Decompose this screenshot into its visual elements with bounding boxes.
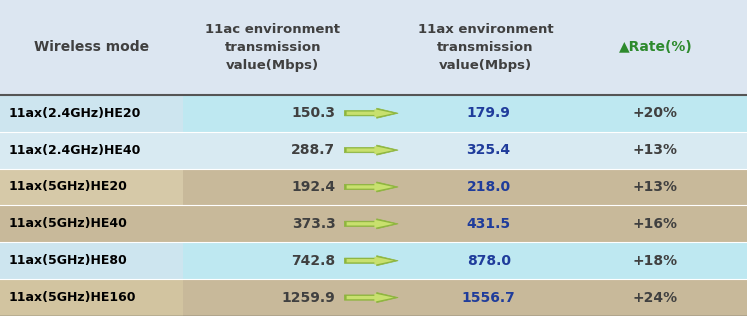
Text: 11ax(5GHz)HE20: 11ax(5GHz)HE20 xyxy=(9,180,128,193)
Polygon shape xyxy=(344,293,398,303)
Polygon shape xyxy=(344,256,398,266)
Text: 11ax(2.4GHz)HE40: 11ax(2.4GHz)HE40 xyxy=(9,143,141,157)
Text: 373.3: 373.3 xyxy=(291,217,335,231)
Polygon shape xyxy=(344,219,398,229)
Polygon shape xyxy=(347,146,394,154)
Text: +13%: +13% xyxy=(633,180,678,194)
Text: 431.5: 431.5 xyxy=(467,217,511,231)
Bar xyxy=(183,132,747,168)
Polygon shape xyxy=(344,145,398,155)
Text: 11ax(2.4GHz)HE20: 11ax(2.4GHz)HE20 xyxy=(9,107,141,120)
Text: 1259.9: 1259.9 xyxy=(282,291,335,305)
Text: +24%: +24% xyxy=(633,291,678,305)
Text: 11ax environment
transmission
value(Mbps): 11ax environment transmission value(Mbps… xyxy=(418,23,554,72)
Bar xyxy=(0,279,183,316)
Text: 742.8: 742.8 xyxy=(291,254,335,268)
Bar xyxy=(183,95,747,132)
Polygon shape xyxy=(347,220,394,228)
Text: 218.0: 218.0 xyxy=(467,180,511,194)
Text: 11ax(5GHz)HE160: 11ax(5GHz)HE160 xyxy=(9,291,137,304)
Text: +13%: +13% xyxy=(633,143,678,157)
Polygon shape xyxy=(347,257,394,265)
Text: 11ax(5GHz)HE80: 11ax(5GHz)HE80 xyxy=(9,254,128,267)
Bar xyxy=(0,132,183,168)
Bar xyxy=(0,95,183,132)
Text: 11ax(5GHz)HE40: 11ax(5GHz)HE40 xyxy=(9,217,128,230)
Bar xyxy=(0,242,183,279)
Text: 192.4: 192.4 xyxy=(291,180,335,194)
Text: ▲Rate(%): ▲Rate(%) xyxy=(619,40,692,54)
Text: 179.9: 179.9 xyxy=(467,106,511,120)
Polygon shape xyxy=(344,182,398,192)
Bar xyxy=(183,205,747,242)
Polygon shape xyxy=(347,294,394,302)
Text: +20%: +20% xyxy=(633,106,678,120)
Bar xyxy=(183,242,747,279)
Text: 1556.7: 1556.7 xyxy=(462,291,515,305)
Text: 878.0: 878.0 xyxy=(467,254,511,268)
Text: 325.4: 325.4 xyxy=(467,143,511,157)
Polygon shape xyxy=(347,183,394,191)
Polygon shape xyxy=(347,109,394,117)
Bar xyxy=(0,0,747,95)
Bar xyxy=(0,168,183,205)
Bar xyxy=(0,205,183,242)
Text: +18%: +18% xyxy=(633,254,678,268)
Text: 150.3: 150.3 xyxy=(291,106,335,120)
Text: 288.7: 288.7 xyxy=(291,143,335,157)
Text: +16%: +16% xyxy=(633,217,678,231)
Bar xyxy=(183,168,747,205)
Text: 11ac environment
transmission
value(Mbps): 11ac environment transmission value(Mbps… xyxy=(205,23,340,72)
Text: Wireless mode: Wireless mode xyxy=(34,40,149,54)
Bar xyxy=(183,279,747,316)
Polygon shape xyxy=(344,108,398,118)
